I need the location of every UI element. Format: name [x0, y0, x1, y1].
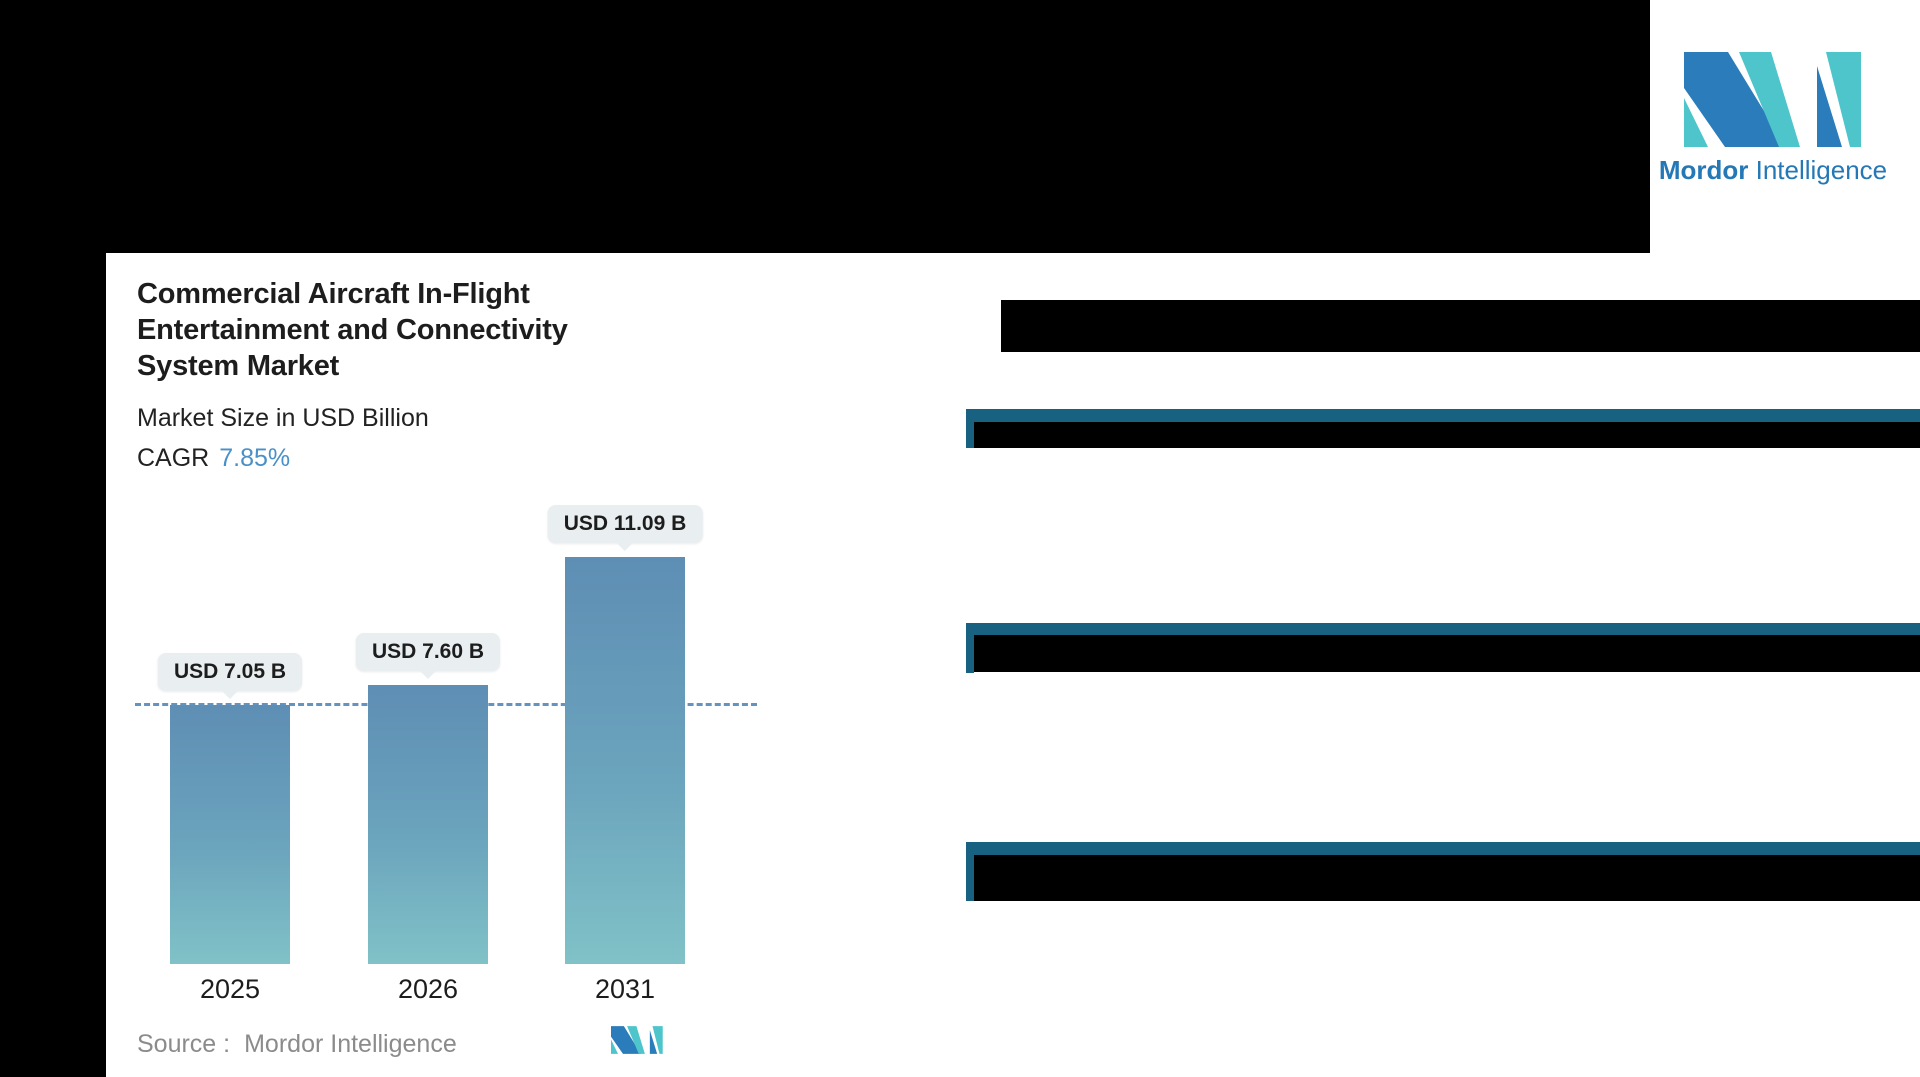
mordor-intelligence-logo-icon — [1684, 52, 1861, 147]
value-label-2031: USD 11.09 B — [547, 505, 703, 543]
brand-logo: Mordor Intelligence — [1648, 40, 1898, 200]
brand-name: Mordor Intelligence — [1648, 155, 1898, 186]
source-row: Source : Mordor Intelligence — [137, 1030, 457, 1059]
value-label-2026: USD 7.60 B — [355, 633, 501, 671]
section-2-teal-edge — [966, 623, 974, 673]
chart-subtitle: Market Size in USD Billion — [137, 404, 429, 432]
bar-2026 — [368, 685, 488, 964]
redacted-title-block — [1001, 300, 1920, 352]
x-axis-label-2031: 2031 — [594, 974, 656, 1004]
x-axis-label-2026: 2026 — [397, 974, 459, 1004]
brand-name-bold: Mordor — [1658, 155, 1749, 185]
section-3-teal-edge — [966, 842, 974, 901]
masked-left-strip — [0, 0, 106, 1077]
masked-header-block — [0, 0, 1650, 253]
page-title: Commercial Aircraft In-Flight Entertainm… — [137, 276, 697, 384]
page-title-line-2: Entertainment and Connectivity — [137, 314, 568, 346]
redacted-section-2-text — [974, 635, 1920, 672]
x-axis-label-2025: 2025 — [199, 974, 261, 1004]
bar-2025 — [170, 705, 290, 964]
cagr-row: CAGR 7.85% — [137, 444, 290, 473]
page-title-line-1: Commercial Aircraft In-Flight — [137, 278, 530, 310]
section-1-teal-bar — [966, 409, 1920, 422]
source-value: Mordor Intelligence — [244, 1030, 457, 1058]
bar-2031 — [565, 557, 685, 964]
section-1-teal-edge — [966, 409, 974, 448]
redacted-section-1-text — [974, 422, 1920, 448]
section-3-teal-bar — [966, 842, 1920, 855]
redacted-section-3-text — [974, 855, 1920, 901]
page-title-line-3: System Market — [137, 350, 340, 382]
source-logo-icon — [611, 1026, 663, 1059]
value-label-2025: USD 7.05 B — [157, 653, 303, 691]
cagr-value: 7.85% — [219, 444, 291, 472]
source-label: Source : — [137, 1030, 231, 1058]
cagr-label: CAGR — [137, 444, 210, 472]
brand-name-light: Intelligence — [1755, 155, 1888, 185]
section-2-teal-bar — [966, 623, 1920, 636]
